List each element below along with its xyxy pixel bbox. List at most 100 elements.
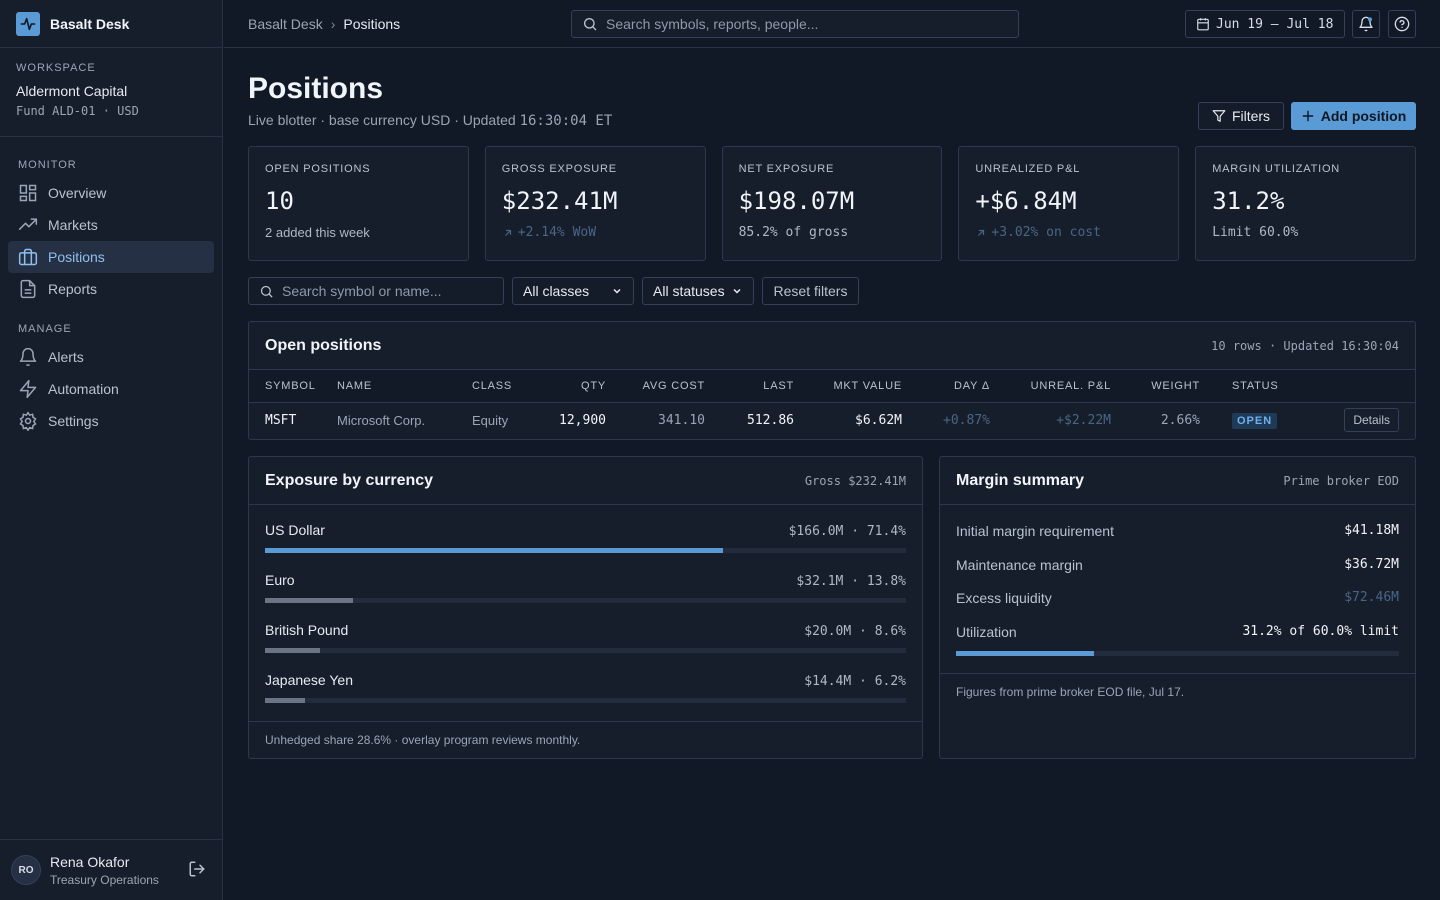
sidebar-item-label: Markets	[48, 217, 98, 233]
col-day-delta[interactable]: DAY Δ	[902, 370, 990, 403]
topbar: Basalt Desk › Positions Search symbols, …	[224, 0, 1440, 48]
chevron-down-icon	[733, 288, 741, 294]
table-row[interactable]: MSFT Microsoft Corp. Equity 12,900 341.1…	[249, 402, 1415, 438]
stat-sub-text: +3.02% on cost	[991, 225, 1101, 240]
margin-panel: Margin summary Prime broker EOD Initial …	[939, 456, 1416, 759]
cell-mkt-value: $6.62M	[855, 412, 902, 428]
stat-sub: +3.02% on cost	[975, 225, 1162, 240]
currency-name: Euro	[265, 572, 295, 588]
details-button[interactable]: Details	[1344, 408, 1399, 433]
stat-label: GROSS EXPOSURE	[501, 163, 617, 175]
status-select[interactable]: All statuses	[642, 277, 754, 305]
utilization-bar	[956, 651, 1399, 656]
bell-icon	[19, 347, 37, 367]
col-weight[interactable]: WEIGHT	[1111, 370, 1200, 403]
filters-button[interactable]: Filters	[1198, 102, 1284, 130]
margin-value: $72.46M	[1344, 590, 1399, 605]
filters-row: Search symbol or name... All classes All…	[248, 277, 1416, 305]
stat-card-unrealized-pnl: UNREALIZED P&L +$6.84M +3.02% on cost	[958, 146, 1180, 261]
stat-sub: 2 added this week	[265, 225, 452, 240]
stat-value: $198.07M	[738, 187, 855, 215]
sidebar-item-alerts[interactable]: Alerts	[8, 341, 214, 373]
sidebar: Basalt Desk WORKSPACE Aldermont Capital …	[0, 0, 223, 900]
page-subtitle-time: 16:30:04 ET	[519, 113, 613, 129]
sidebar-item-label: Automation	[48, 381, 119, 397]
col-class[interactable]: CLASS	[472, 370, 542, 403]
stat-value: +$6.84M	[975, 187, 1077, 215]
class-select[interactable]: All classes	[512, 277, 634, 305]
cell-symbol: MSFT	[265, 412, 297, 428]
margin-label: Maintenance margin	[956, 557, 1083, 573]
currency-bar-fill	[265, 598, 354, 603]
help-button[interactable]	[1388, 10, 1416, 38]
logout-icon[interactable]	[188, 860, 206, 878]
utilization-bar-fill	[956, 651, 1095, 656]
user-name: Rena Okafor	[50, 853, 130, 870]
stat-label: MARGIN UTILIZATION	[1212, 163, 1341, 175]
margin-footer: Figures from prime broker EOD file, Jul …	[940, 673, 1415, 710]
sidebar-item-reports[interactable]: Reports	[8, 273, 214, 305]
margin-row-initial: Initial margin requirement $41.18M	[956, 523, 1399, 539]
col-symbol[interactable]: SYMBOL	[249, 370, 337, 403]
list-item: Euro $32.1M · 13.8%	[249, 562, 922, 612]
col-name[interactable]: NAME	[337, 370, 472, 403]
cell-status: OPEN	[1200, 402, 1295, 438]
symbol-search-placeholder: Search symbol or name...	[282, 283, 442, 299]
class-select-value: All classes	[523, 283, 590, 299]
stat-sub: 85.2% of gross	[739, 225, 926, 240]
global-search-input[interactable]: Search symbols, reports, people...	[571, 10, 1019, 38]
workspace-name: Aldermont Capital	[16, 83, 128, 99]
user-menu[interactable]: RO Rena Okafor Treasury Operations	[0, 839, 222, 900]
col-qty[interactable]: QTY	[542, 370, 606, 403]
bell-icon	[1359, 16, 1373, 32]
page-title: Positions	[248, 72, 384, 105]
margin-title: Margin summary	[956, 471, 1085, 489]
col-unreal-pnl[interactable]: UNREAL. P&L	[990, 370, 1111, 403]
currency-bar-fill	[265, 648, 321, 653]
filter-icon	[1212, 110, 1226, 122]
sidebar-item-positions[interactable]: Positions	[8, 241, 214, 273]
stat-label: NET EXPOSURE	[738, 163, 835, 175]
reset-filters-button[interactable]: Reset filters	[762, 277, 859, 305]
notifications-button[interactable]	[1352, 10, 1380, 38]
date-range-picker[interactable]: Jun 19 – Jul 18	[1185, 10, 1345, 38]
brand[interactable]: Basalt Desk	[0, 0, 222, 48]
workspace-fund: Fund ALD-01 · USD	[16, 104, 139, 118]
margin-panel-header: Margin summary Prime broker EOD	[940, 457, 1415, 505]
stat-value: 31.2%	[1212, 187, 1285, 215]
margin-row-maintenance: Maintenance margin $36.72M	[956, 557, 1399, 573]
add-position-button[interactable]: Add position	[1291, 102, 1416, 130]
positions-panel-header: Open positions 10 rows · Updated 16:30:0…	[249, 322, 1415, 370]
zap-icon	[19, 379, 37, 399]
stat-card-gross-exposure: GROSS EXPOSURE $232.41M +2.14% WoW	[484, 146, 706, 261]
sidebar-item-automation[interactable]: Automation	[8, 373, 214, 405]
margin-meta: Prime broker EOD	[1283, 473, 1399, 488]
help-icon	[1394, 16, 1410, 32]
col-status[interactable]: STATUS	[1200, 370, 1295, 403]
sidebar-item-markets[interactable]: Markets	[8, 209, 214, 241]
stat-card-open-positions: OPEN POSITIONS 10 2 added this week	[248, 146, 469, 261]
plus-icon	[1302, 110, 1314, 122]
trending-up-icon	[18, 218, 38, 230]
nav-manage-label: MANAGE	[18, 323, 72, 335]
margin-value: 31.2% of 60.0% limit	[1242, 624, 1399, 639]
col-avg-cost[interactable]: AVG COST	[606, 370, 705, 403]
workspace-label: WORKSPACE	[16, 62, 96, 74]
symbol-search-input[interactable]: Search symbol or name...	[248, 277, 504, 305]
search-icon	[260, 285, 273, 298]
workspace-switcher[interactable]: WORKSPACE Aldermont Capital Fund ALD-01 …	[0, 48, 222, 137]
col-last[interactable]: LAST	[705, 370, 794, 403]
stat-cards: OPEN POSITIONS 10 2 added this week GROS…	[248, 146, 1416, 261]
status-select-value: All statuses	[653, 283, 725, 299]
currency-bar	[265, 698, 906, 703]
currency-bar-fill	[265, 698, 305, 703]
sidebar-item-settings[interactable]: Settings	[8, 405, 214, 437]
sidebar-item-overview[interactable]: Overview	[8, 177, 214, 209]
exposure-panel: Exposure by currency Gross $232.41M US D…	[248, 456, 923, 759]
col-mkt-value[interactable]: MKT VALUE	[794, 370, 902, 403]
currency-name: US Dollar	[265, 522, 325, 538]
stat-card-margin-utilization: MARGIN UTILIZATION 31.2% Limit 60.0%	[1195, 146, 1416, 261]
margin-value: $41.18M	[1344, 523, 1399, 538]
table-header-row: SYMBOL NAME CLASS QTY AVG COST LAST MKT …	[249, 370, 1415, 403]
breadcrumb-root[interactable]: Basalt Desk	[248, 16, 323, 32]
